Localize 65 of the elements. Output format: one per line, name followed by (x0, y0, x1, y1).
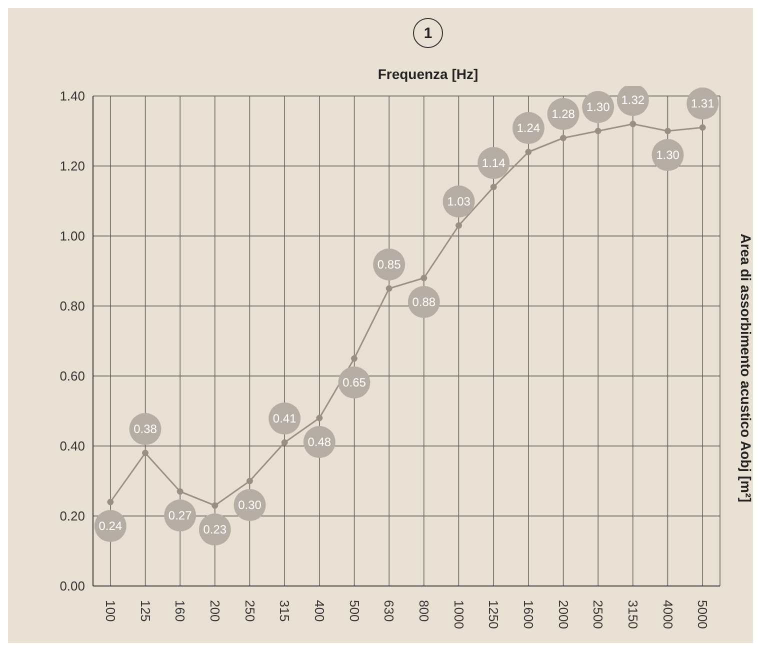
x-tick-label: 5000 (695, 600, 710, 629)
x-axis-title: Frequenza [Hz] (376, 66, 480, 82)
point (630, 120, 636, 128)
data-label: 0.27 (168, 508, 192, 522)
data-label: 1.31 (690, 96, 715, 110)
data-label: 0.38 (134, 422, 158, 436)
x-tick-label: 400 (312, 600, 327, 622)
x-tick-label: 500 (346, 600, 362, 622)
point (594, 128, 602, 134)
point (386, 285, 392, 292)
data-label: 1.24 (516, 121, 540, 135)
y-axis-title: Area di assorbimento acustico Aobj [m²] (738, 234, 754, 502)
point (699, 124, 706, 131)
y-tick-label: 1.00 (60, 228, 85, 244)
x-tick-label: 1000 (451, 600, 466, 629)
x-tick-label: 250 (242, 600, 258, 622)
x-tick-label: 2000 (556, 600, 571, 629)
x-tick-label: 4000 (660, 600, 676, 629)
data-label: 1.14 (482, 156, 506, 170)
point (316, 414, 323, 422)
point (107, 498, 114, 506)
x-tick-label: 315 (277, 600, 292, 622)
point (456, 222, 462, 229)
point (176, 488, 184, 495)
x-tick-label: 1250 (486, 600, 502, 629)
data-label: 0.88 (412, 295, 436, 309)
x-tick-label: 160 (172, 600, 188, 622)
point (351, 355, 358, 362)
x-tick-label: 100 (102, 600, 118, 622)
data-label: 1.32 (621, 93, 645, 107)
x-tick-label: 125 (138, 600, 153, 622)
y-tick-label: 0.60 (60, 368, 85, 384)
y-tick-label: 0.80 (60, 298, 85, 314)
y-tick-label: 0.40 (60, 438, 85, 454)
point (142, 450, 148, 456)
data-label: 0.48 (308, 435, 332, 449)
point (560, 134, 566, 142)
point (420, 274, 428, 282)
data-label: 0.30 (238, 498, 262, 512)
point (664, 128, 671, 134)
point (281, 439, 288, 446)
y-tick-label: 1.20 (60, 158, 85, 174)
y-tick-label: 0.20 (60, 508, 85, 524)
data-label: 0.24 (98, 519, 122, 533)
data-label: 1.30 (656, 148, 680, 162)
data-label: 0.41 (272, 412, 297, 426)
y-tick-label: 0.00 (60, 578, 85, 594)
point (490, 184, 497, 190)
point (212, 502, 218, 509)
data-label: 1.03 (447, 194, 471, 208)
y-tick-label: 1.40 (60, 88, 85, 104)
data-label: 0.85 (377, 258, 402, 272)
data-label: 0.65 (342, 376, 366, 390)
data-label: 1.28 (552, 107, 576, 121)
x-tick-label: 2500 (590, 600, 606, 629)
point (246, 478, 253, 484)
x-tick-label: 1600 (520, 600, 536, 629)
data-label: 1.30 (586, 100, 610, 114)
data-label: 0.23 (203, 522, 227, 536)
x-tick-label: 800 (416, 600, 432, 622)
x-tick-label: 3150 (625, 600, 640, 629)
text: 1 (413, 18, 443, 48)
point (525, 148, 532, 156)
x-tick-label: 200 (207, 600, 222, 622)
x-tick-label: 630 (382, 600, 397, 622)
